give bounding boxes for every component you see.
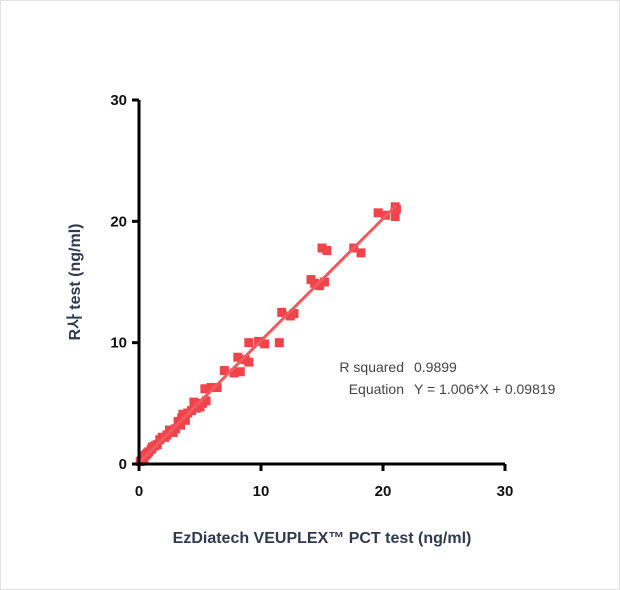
data-point [171, 424, 181, 434]
data-point [310, 278, 320, 288]
equation-value: Y = 1.006*X + 0.09819 [414, 381, 556, 397]
data-point [289, 309, 299, 319]
x-tick-label: 30 [497, 483, 514, 500]
data-point [200, 384, 210, 394]
regression-line [137, 204, 397, 465]
data-point [244, 357, 254, 367]
x-tick-label: 20 [375, 483, 392, 500]
y-tick-label: 20 [110, 213, 127, 230]
data-point [319, 277, 329, 287]
data-point [201, 396, 211, 406]
equation-label: Equation [349, 381, 404, 397]
y-tick-label: 10 [110, 335, 127, 352]
y-tick-label: 0 [119, 456, 127, 473]
x-tick-label: 10 [253, 483, 270, 500]
data-point [175, 420, 185, 430]
data-point [356, 248, 366, 258]
data-point [233, 352, 243, 362]
data-point [178, 409, 188, 419]
data-point [317, 243, 327, 253]
data-point [206, 383, 216, 393]
x-tick-label: 0 [135, 483, 143, 500]
data-point [260, 339, 270, 349]
data-point [235, 367, 245, 377]
data-point [212, 383, 222, 393]
data-point [315, 281, 325, 291]
r-squared-label: R squared [339, 359, 404, 375]
x-axis-title: EzDiatech VEUPLEX™ PCT test (ng/ml) [173, 530, 472, 547]
data-point [390, 211, 400, 221]
r-squared-value: 0.9899 [414, 359, 457, 375]
data-point [274, 338, 284, 348]
data-point [277, 307, 287, 317]
data-point [322, 245, 332, 255]
data-point [219, 366, 229, 376]
data-point [391, 204, 401, 214]
data-point [373, 208, 383, 218]
y-tick-label: 30 [110, 92, 127, 109]
axis-ticks: 0 10 20 30 0 10 20 30 [110, 92, 513, 500]
y-axis-title: R사 test (ng/ml) [66, 224, 84, 341]
data-point [189, 397, 199, 407]
data-point [244, 338, 254, 348]
data-point [180, 415, 190, 425]
data-point [229, 368, 239, 378]
